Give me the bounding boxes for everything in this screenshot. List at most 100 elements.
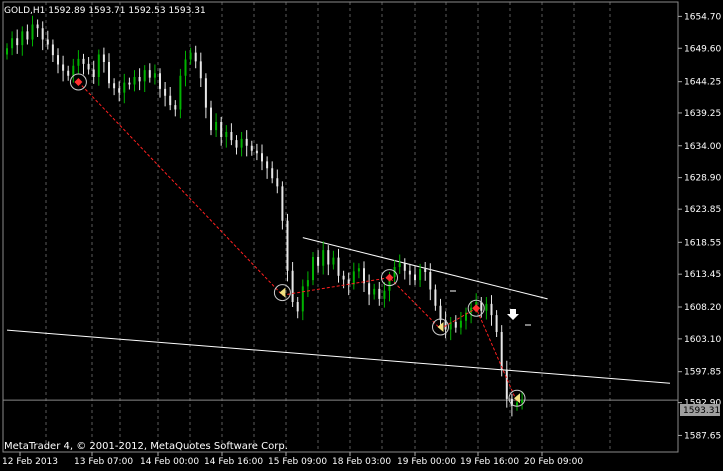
candle-body bbox=[271, 168, 274, 179]
y-tick-label: 1587.65 bbox=[684, 431, 721, 441]
candle-body bbox=[337, 257, 340, 276]
candle-body bbox=[521, 400, 524, 403]
candle-body bbox=[516, 402, 518, 406]
candle-body bbox=[113, 83, 116, 89]
down-arrow-shape bbox=[507, 309, 519, 320]
candle-body bbox=[286, 220, 289, 271]
candle-body bbox=[164, 88, 167, 96]
candle-body bbox=[118, 88, 121, 93]
y-tick-label: 1649.60 bbox=[684, 44, 721, 54]
candle-body bbox=[194, 52, 197, 62]
candle-body bbox=[424, 268, 427, 272]
sell-marker-icon[interactable] bbox=[69, 73, 87, 91]
symbol-header: GOLD,H1 1592.89 1593.71 1592.53 1593.31 bbox=[4, 6, 206, 16]
close-marker-icon[interactable] bbox=[432, 318, 449, 336]
candle-body bbox=[215, 122, 218, 131]
candle-body bbox=[419, 268, 422, 281]
x-tick-label: 14 Feb 16:00 bbox=[204, 457, 263, 467]
markers-layer bbox=[69, 73, 531, 407]
candle-body bbox=[429, 272, 432, 290]
candle-body bbox=[46, 39, 49, 45]
candle-body bbox=[388, 277, 391, 291]
candle-body bbox=[102, 54, 105, 62]
current-price-tag-bg bbox=[680, 404, 720, 416]
y-tick-label: 1644.25 bbox=[684, 78, 721, 88]
candle-body bbox=[87, 63, 90, 70]
candle-body bbox=[220, 122, 223, 137]
candle-body bbox=[250, 145, 253, 151]
candle-body bbox=[179, 75, 182, 110]
candle-body bbox=[306, 280, 309, 287]
x-tick-label: 12 Feb 2013 bbox=[2, 457, 58, 467]
candle-body bbox=[444, 320, 447, 330]
y-tick-label: 1623.85 bbox=[684, 205, 721, 215]
candle-body bbox=[67, 70, 70, 76]
candle-body bbox=[148, 70, 151, 78]
zigzag-layer bbox=[78, 81, 518, 403]
candle-body bbox=[97, 54, 100, 77]
candle-body bbox=[332, 257, 335, 265]
candle-body bbox=[449, 322, 452, 330]
candle-body bbox=[378, 288, 381, 299]
y-tick-label: 1618.55 bbox=[684, 238, 721, 248]
candle-body bbox=[317, 257, 320, 266]
y-tick-label: 1613.45 bbox=[684, 270, 721, 280]
candle-body bbox=[225, 132, 228, 137]
y-tick-label: 1592.90 bbox=[684, 399, 721, 409]
candle-body bbox=[159, 73, 161, 89]
x-tick-label: 19 Feb 00:00 bbox=[397, 457, 456, 467]
copyright-text: MetaTrader 4, © 2001-2012, MetaQuotes So… bbox=[4, 441, 288, 452]
candle-body bbox=[490, 303, 493, 316]
x-tick-label: 20 Feb 09:00 bbox=[524, 457, 583, 467]
candle-body bbox=[82, 58, 85, 64]
candle-body bbox=[465, 312, 467, 321]
candle-body bbox=[485, 303, 488, 311]
candle-body bbox=[138, 77, 141, 82]
candle-body bbox=[123, 82, 126, 93]
candle-body bbox=[368, 283, 371, 295]
y-tick-label: 1654.70 bbox=[684, 12, 721, 22]
candle-body bbox=[296, 302, 299, 312]
x-tick-label: 13 Feb 07:00 bbox=[74, 457, 133, 467]
candle-body bbox=[189, 52, 192, 60]
sell-marker-icon[interactable] bbox=[467, 299, 485, 317]
candle-body bbox=[383, 290, 386, 299]
candle-body bbox=[403, 263, 406, 271]
candle-body bbox=[470, 307, 473, 313]
candle-body bbox=[169, 95, 172, 106]
candle-body bbox=[92, 69, 95, 77]
candle-body bbox=[363, 268, 365, 284]
candle-body bbox=[77, 58, 80, 66]
zigzag-line bbox=[78, 81, 518, 403]
candle-body bbox=[459, 320, 462, 328]
candle-body bbox=[230, 132, 233, 141]
close-marker-icon[interactable] bbox=[508, 389, 526, 407]
candle-body bbox=[6, 48, 8, 55]
candle-body bbox=[261, 153, 263, 162]
candle-body bbox=[26, 31, 29, 40]
x-tick-label: 19 Feb 16:00 bbox=[460, 457, 519, 467]
candle-body bbox=[57, 55, 59, 65]
candle-body bbox=[21, 31, 24, 46]
candle-body bbox=[322, 250, 325, 266]
candle-body bbox=[41, 28, 44, 40]
candle-body bbox=[11, 38, 14, 49]
candle-body bbox=[133, 77, 136, 85]
marker-ring bbox=[467, 299, 485, 317]
close-marker-icon[interactable] bbox=[273, 284, 291, 302]
candle-body bbox=[342, 275, 345, 280]
candle-body bbox=[312, 257, 314, 281]
x-tick-label: 15 Feb 09:00 bbox=[268, 457, 327, 467]
candle-body bbox=[398, 263, 401, 267]
candle-body bbox=[276, 178, 279, 187]
marker-ring bbox=[508, 389, 526, 407]
close-arrow-icon bbox=[279, 287, 286, 298]
candle-body bbox=[434, 289, 437, 306]
sell-marker-icon[interactable] bbox=[381, 269, 398, 287]
candle-body bbox=[301, 286, 304, 312]
y-tick-label: 1634.00 bbox=[684, 142, 721, 152]
close-arrow-icon bbox=[514, 393, 520, 404]
candle-body bbox=[500, 332, 503, 370]
